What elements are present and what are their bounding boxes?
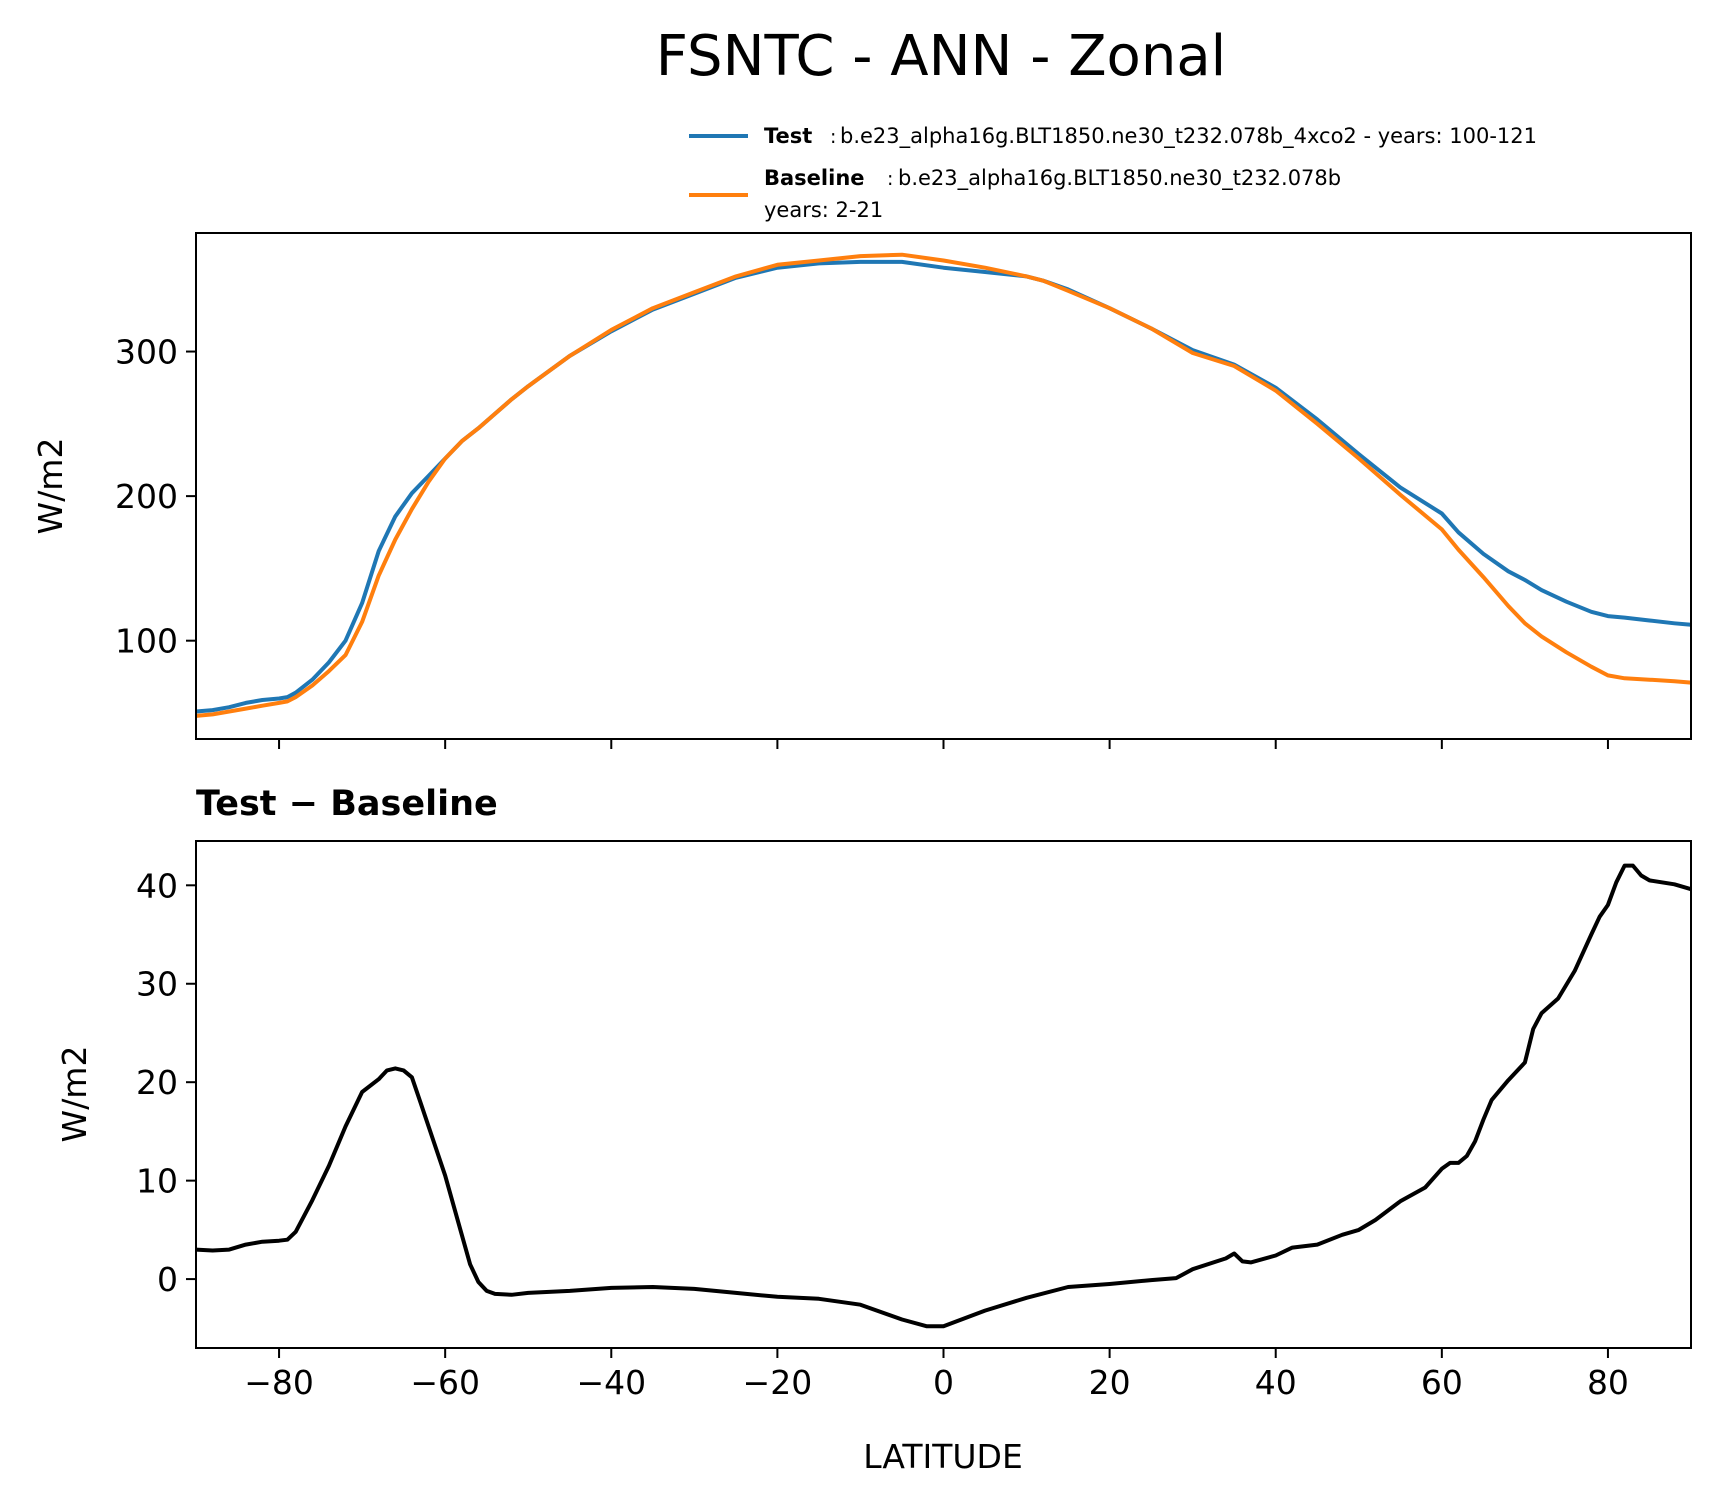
legend-sep-test: : bbox=[830, 126, 836, 148]
legend: Test : b.e23_alpha16g.BLT1850.ne30_t232.… bbox=[689, 124, 1537, 222]
top-axes-frame bbox=[195, 232, 1692, 740]
figure-title: FSNTC - ANN - Zonal bbox=[656, 24, 1226, 89]
bottom-series-line-diff bbox=[195, 863, 1692, 1329]
bottom-yticks: 0 10 20 30 40 bbox=[136, 866, 196, 1299]
bottom-ytick-label: 0 bbox=[157, 1260, 178, 1299]
legend-name-test: Test bbox=[764, 124, 812, 148]
bottom-xtick-label: −60 bbox=[410, 1363, 480, 1402]
bottom-ytick-label: 10 bbox=[136, 1162, 178, 1201]
bottom-xtick-label: 0 bbox=[933, 1363, 954, 1402]
top-series bbox=[195, 252, 1692, 718]
legend-sep-baseline: : bbox=[887, 168, 893, 190]
top-ylabel: W/m2 bbox=[31, 438, 70, 535]
legend-desc-baseline: b.e23_alpha16g.BLT1850.ne30_t232.078b bbox=[898, 166, 1341, 191]
top-xticks bbox=[278, 739, 1609, 749]
bottom-xtick-label: −20 bbox=[743, 1363, 813, 1402]
bottom-xticks: −80 −60 −40 −20 0 20 40 60 80 bbox=[244, 1348, 1629, 1402]
top-yticks: 100 200 300 bbox=[115, 333, 196, 661]
bottom-xtick-label: 60 bbox=[1421, 1363, 1463, 1402]
bottom-xtick-label: 20 bbox=[1089, 1363, 1131, 1402]
bottom-xtick-label: −40 bbox=[576, 1363, 646, 1402]
bottom-xlabel: LATITUDE bbox=[863, 1437, 1023, 1476]
top-panel: 100 200 300 W/m2 bbox=[31, 232, 1692, 749]
top-ytick-label: 200 bbox=[115, 477, 178, 516]
bottom-ytick-label: 30 bbox=[136, 965, 178, 1004]
bottom-axes-frame bbox=[195, 840, 1692, 1349]
legend-name-baseline: Baseline bbox=[764, 166, 865, 190]
top-ytick-label: 100 bbox=[115, 622, 178, 661]
bottom-ylabel: W/m2 bbox=[55, 1046, 94, 1143]
top-series-line-test bbox=[195, 259, 1692, 714]
top-ytick-label: 300 bbox=[115, 333, 178, 372]
bottom-xtick-label: −80 bbox=[244, 1363, 314, 1402]
bottom-ytick-label: 40 bbox=[136, 866, 178, 905]
legend-desc-test: b.e23_alpha16g.BLT1850.ne30_t232.078b_4x… bbox=[840, 124, 1537, 149]
top-series-line-baseline bbox=[195, 252, 1692, 718]
bottom-xtick-label: 40 bbox=[1255, 1363, 1297, 1402]
bottom-series bbox=[195, 863, 1692, 1329]
legend-desc2-baseline: years: 2-21 bbox=[764, 198, 883, 222]
bottom-panel-title: Test − Baseline bbox=[196, 784, 498, 824]
bottom-ytick-label: 20 bbox=[136, 1063, 178, 1102]
bottom-xtick-label: 80 bbox=[1587, 1363, 1629, 1402]
bottom-panel: Test − Baseline 0 10 20 30 40 −80 −60 −40 −20 0 2… bbox=[55, 784, 1692, 1476]
